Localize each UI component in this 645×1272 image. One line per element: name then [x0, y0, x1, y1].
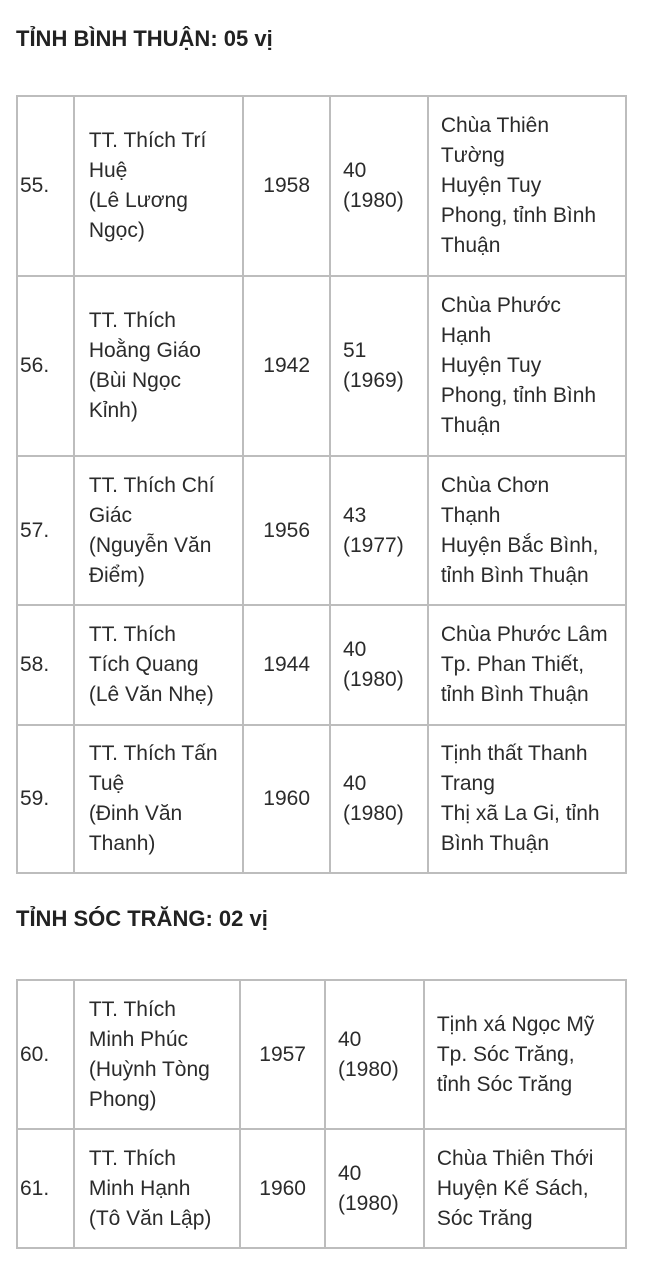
- cell-name: TT. Thích Hoằng Giáo (Bùi Ngọc Kỉnh): [72, 275, 245, 457]
- cell-year: 1942: [242, 275, 331, 457]
- cell-year: 1956: [242, 455, 331, 606]
- table-row: 55. TT. Thích Trí Huệ (Lê Lương Ngọc) 1958…: [16, 95, 628, 277]
- cell-no: 61.: [16, 1128, 75, 1249]
- cell-name: TT. Thích Minh Phúc (Huỳnh Tòng Phong): [72, 979, 242, 1130]
- cell-age: 40 (1980): [324, 1128, 425, 1249]
- table-row: 56. TT. Thích Hoằng Giáo (Bùi Ngọc Kỉnh) 1…: [16, 275, 628, 457]
- cell-year: 1957: [239, 979, 326, 1130]
- cell-no: 55.: [16, 95, 75, 277]
- cell-place: Tịnh xá Ngọc Mỹ Tp. Sóc Trăng, tỉnh Sóc …: [422, 979, 628, 1130]
- cell-no: 57.: [16, 455, 75, 606]
- cell-age: 40 (1980): [329, 604, 429, 726]
- cell-year: 1958: [242, 95, 331, 277]
- cell-age: 51 (1969): [329, 275, 429, 457]
- cell-no: 59.: [16, 724, 75, 874]
- cell-name: TT. Thích Tấn Tuệ (Đinh Văn Thanh): [72, 724, 245, 874]
- cell-no: 58.: [16, 604, 75, 726]
- cell-age: 40 (1980): [329, 724, 429, 874]
- cell-age: 43 (1977): [329, 455, 429, 606]
- cell-place: Chùa Thiên Thới Huyện Kế Sách, Sóc Trăng: [422, 1128, 628, 1249]
- section-title-soc-trang: TỈNH SÓC TRĂNG: 02 vị: [16, 906, 268, 931]
- cell-age: 40 (1980): [329, 95, 429, 277]
- cell-name: TT. Thích Chí Giác (Nguyễn Văn Điểm): [72, 455, 245, 606]
- table-row: 57. TT. Thích Chí Giác (Nguyễn Văn Điểm) 1…: [16, 455, 628, 606]
- cell-year: 1960: [239, 1128, 326, 1249]
- cell-age: 40 (1980): [324, 979, 425, 1130]
- cell-place: Chùa Phước Hạnh Huyện Tuy Phong, tỉnh Bì…: [426, 275, 628, 457]
- cell-no: 56.: [16, 275, 75, 457]
- cell-place: Chùa Thiên Tường Huyện Tuy Phong, tỉnh B…: [426, 95, 628, 277]
- cell-name: TT. Thích Tích Quang (Lê Văn Nhẹ): [72, 604, 245, 726]
- cell-name: TT. Thích Minh Hạnh (Tô Văn Lập): [72, 1128, 242, 1249]
- cell-place: Chùa Phước Lâm Tp. Phan Thiết, tỉnh Bình…: [426, 604, 628, 726]
- cell-no: 60.: [16, 979, 75, 1130]
- cell-place: Chùa Chơn Thạnh Huyện Bắc Bình, tỉnh Bìn…: [426, 455, 628, 606]
- cell-year: 1944: [242, 604, 331, 726]
- cell-place: Tịnh thất Thanh Trang Thị xã La Gi, tỉnh…: [426, 724, 628, 874]
- table-soc-trang: 60. TT. Thích Minh Phúc (Huỳnh Tòng Phong…: [16, 979, 628, 1249]
- cell-year: 1960: [242, 724, 331, 874]
- cell-name: TT. Thích Trí Huệ (Lê Lương Ngọc): [72, 95, 245, 277]
- table-row: 59. TT. Thích Tấn Tuệ (Đinh Văn Thanh) 196…: [16, 724, 628, 874]
- table-row: 60. TT. Thích Minh Phúc (Huỳnh Tòng Phong…: [16, 979, 628, 1130]
- table-binh-thuan: 55. TT. Thích Trí Huệ (Lê Lương Ngọc) 1958…: [16, 95, 628, 874]
- table-row: 58. TT. Thích Tích Quang (Lê Văn Nhẹ) 1944…: [16, 604, 628, 726]
- section-title-binh-thuan: TỈNH BÌNH THUẬN: 05 vị: [16, 26, 273, 51]
- table-row: 61. TT. Thích Minh Hạnh (Tô Văn Lập) 1960 4…: [16, 1128, 628, 1249]
